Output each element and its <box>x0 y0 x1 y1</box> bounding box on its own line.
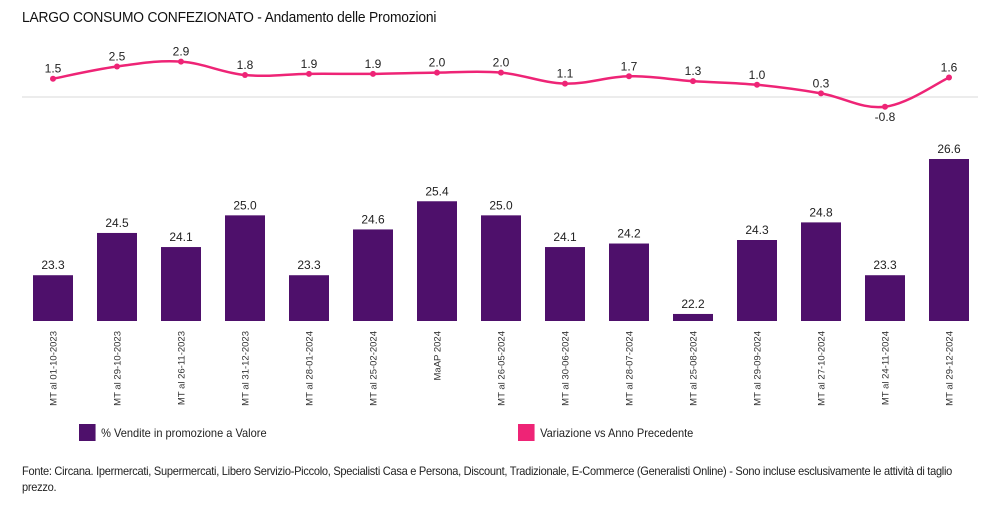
bar-data-label: 24.3 <box>745 223 769 237</box>
bar <box>225 215 265 321</box>
legend-item-bars: % Vendite in promozione a Valore <box>79 424 267 441</box>
bar-data-label: 24.8 <box>809 205 833 219</box>
bar-data-label: 25.0 <box>489 198 513 212</box>
line-point <box>818 90 824 97</box>
line-data-label: 1.5 <box>45 62 62 76</box>
bar-data-label: 24.5 <box>105 216 129 230</box>
line-point <box>882 103 888 110</box>
bar-data-label: 24.2 <box>617 227 641 241</box>
line-point <box>498 69 504 76</box>
bar <box>801 222 841 321</box>
line-data-label: 1.6 <box>941 60 958 74</box>
line-data-label: 1.9 <box>301 57 318 71</box>
bar <box>673 313 713 321</box>
x-tick-label: MT al 01-10-2023 <box>49 331 60 406</box>
bar <box>609 243 649 321</box>
x-tick-label: MT al 26-05-2024 <box>497 331 508 406</box>
bar-data-label: 25.4 <box>425 184 449 198</box>
bar-data-label: 24.1 <box>169 230 193 244</box>
bar-data-label: 26.6 <box>937 142 961 156</box>
bar <box>289 275 329 321</box>
x-tick-label: MT al 24-11-2024 <box>881 331 892 405</box>
line-point <box>370 70 376 77</box>
bar <box>33 275 73 321</box>
line-point <box>626 73 632 80</box>
legend-swatch-line <box>518 424 535 441</box>
bar <box>929 159 969 321</box>
x-tick-label: MT al 27-10-2024 <box>817 331 828 406</box>
bar <box>353 229 393 321</box>
x-tick-label: MT al 29-12-2024 <box>945 331 956 406</box>
line-point <box>50 75 56 82</box>
x-tick-label: MT al 29-10-2023 <box>113 331 124 406</box>
line-point <box>114 63 120 70</box>
bar <box>97 232 137 321</box>
bar <box>865 275 905 321</box>
line-point <box>242 72 248 79</box>
line-data-label: 1.3 <box>685 64 702 78</box>
line-data-labels: 1.5 2.5 2.9 1.8 1.9 1.9 2.0 2.0 1.1 1.7 1.3 1.0 0.3 -… <box>45 45 958 124</box>
x-tick-label: MT al 26-11-2023 <box>177 331 188 405</box>
legend-item-line: Variazione vs Anno Precedente <box>518 424 693 441</box>
bar <box>545 247 585 321</box>
line-point <box>754 81 760 88</box>
line-point <box>562 80 568 87</box>
source-footnote: Fonte: Circana. Ipermercati, Supermercat… <box>22 463 982 495</box>
line-data-label: 1.1 <box>557 67 574 81</box>
bar-data-label: 24.1 <box>553 230 577 244</box>
bar-data-label: 22.2 <box>681 297 705 311</box>
x-tick-label: MT al 28-01-2024 <box>305 331 316 406</box>
line-point <box>306 70 312 77</box>
line-data-label: -0.8 <box>875 110 896 124</box>
bar-data-label: 25.0 <box>233 198 257 212</box>
x-tick-label: MT al 30-06-2024 <box>561 331 572 406</box>
bar <box>737 240 777 321</box>
chart-title: LARGO CONSUMO CONFEZIONATO - Andamento d… <box>22 9 437 26</box>
x-tick-label: MT al 25-08-2024 <box>689 331 700 406</box>
line-data-label: 1.9 <box>365 57 382 71</box>
bar-data-label: 23.3 <box>873 258 897 272</box>
line-data-label: 2.0 <box>429 56 446 70</box>
source-footnote-text: Fonte: Circana. Ipermercati, Supermercat… <box>22 464 953 494</box>
line-data-label: 1.0 <box>749 68 766 82</box>
line-data-label: 2.5 <box>109 50 126 64</box>
x-tick-label: MT al 31-12-2023 <box>241 331 252 406</box>
x-tick-label: MT al 28-07-2024 <box>625 331 636 406</box>
line-series-points <box>50 58 952 110</box>
line-point <box>690 78 696 85</box>
bar-data-label: 23.3 <box>41 258 65 272</box>
combo-chart: 23.3 24.5 24.1 25.0 23.3 24.6 25.4 25.0 24.1 24.2… <box>22 45 978 406</box>
legend-label-bars: % Vendite in promozione a Valore <box>101 425 267 440</box>
bar <box>161 247 201 321</box>
bar <box>417 201 457 321</box>
bar <box>481 215 521 321</box>
legend-label-line: Variazione vs Anno Precedente <box>540 425 694 440</box>
legend-swatch-bars <box>79 424 96 441</box>
line-data-label: 1.8 <box>237 58 254 72</box>
line-point <box>434 69 440 76</box>
x-tick-label: MaAP 2024 <box>433 331 444 380</box>
line-data-label: 2.9 <box>173 45 190 59</box>
bar-data-label: 24.6 <box>361 212 385 226</box>
bar-data-labels: 23.3 24.5 24.1 25.0 23.3 24.6 25.4 25.0 24.1 24.2… <box>41 142 961 311</box>
bar-data-label: 23.3 <box>297 258 321 272</box>
line-point <box>178 58 184 65</box>
x-tick-label: MT al 29-09-2024 <box>753 331 764 406</box>
x-tick-label: MT al 25-02-2024 <box>369 331 380 406</box>
line-data-label: 2.0 <box>493 56 510 70</box>
bar-series <box>33 159 969 321</box>
line-point <box>946 74 952 81</box>
line-data-label: 0.3 <box>813 76 830 90</box>
line-data-label: 1.7 <box>621 59 638 73</box>
x-axis-tick-labels: MT al 01-10-2023 MT al 29-10-2023 MT al 26… <box>49 331 956 406</box>
